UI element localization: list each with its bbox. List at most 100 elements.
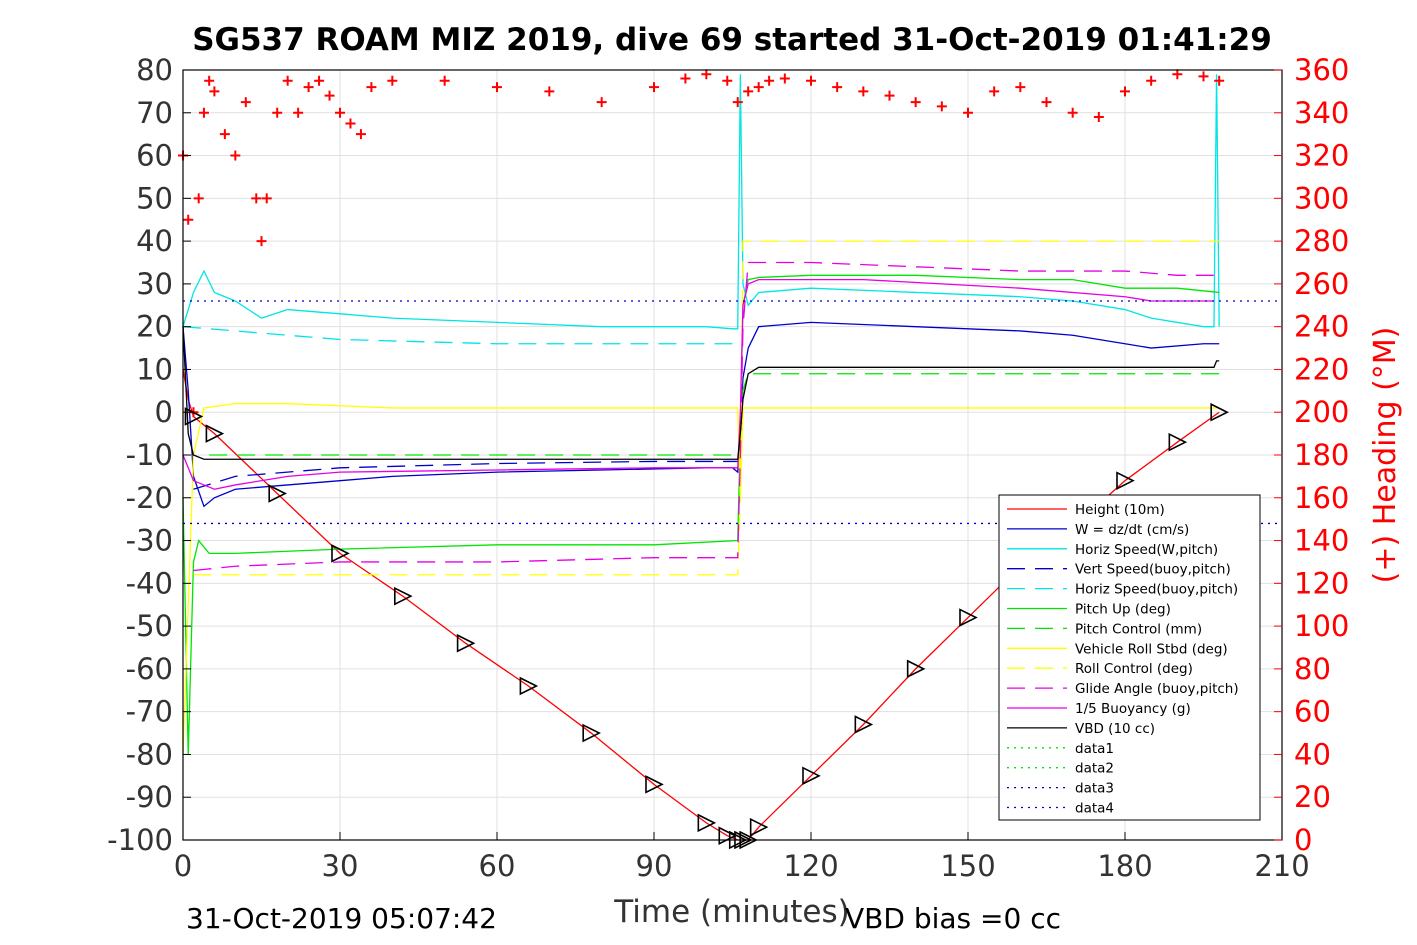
y2-ticks: 3603403203002802602402202001801601401201…	[1274, 53, 1349, 857]
y2-tick-label: 200	[1294, 395, 1349, 429]
height-marker	[1168, 432, 1188, 452]
heading-marker	[1120, 86, 1130, 97]
heading-marker	[366, 82, 377, 93]
legend-label: W = dz/dt (cm/s)	[1075, 522, 1189, 538]
series-vbd-10-cc	[182, 326, 1220, 460]
x-ticks: 0 30 60 90 120 150 180 210	[174, 832, 1310, 883]
x-tick-label: 150	[940, 849, 995, 883]
y-tick-label: 70	[136, 96, 173, 130]
heading-marker	[193, 193, 204, 204]
heading-marker	[198, 107, 209, 118]
heading-marker	[910, 97, 921, 108]
heading-marker	[209, 86, 220, 97]
y-tick-label: 80	[136, 53, 173, 87]
heading-marker	[335, 107, 345, 118]
y-tick-label: -90	[126, 780, 173, 814]
y-tick-label: 60	[136, 139, 173, 173]
series-w-dz-dt-cm-s	[182, 321, 1220, 508]
heading-marker	[753, 82, 764, 93]
height-marker	[582, 723, 601, 743]
heading-marker	[293, 107, 304, 118]
heading-marker	[680, 73, 691, 84]
height-marker	[519, 676, 539, 696]
y2-tick-label: 160	[1294, 481, 1349, 515]
heading-marker	[261, 193, 272, 204]
y2-tick-label: 120	[1294, 566, 1349, 600]
y-tick-label: 0	[155, 395, 173, 429]
height-marker	[802, 766, 821, 786]
legend-label: Roll Control (deg)	[1075, 661, 1193, 677]
x-tick-label: 210	[1254, 849, 1309, 883]
heading-marker	[858, 86, 869, 97]
heading-marker	[355, 129, 366, 140]
legend-label: Glide Angle (buoy,pitch)	[1075, 681, 1239, 697]
heading-marker	[779, 73, 790, 84]
heading-marker	[963, 107, 973, 118]
y-tick-label: 50	[136, 181, 173, 215]
heading-marker	[492, 82, 502, 93]
heading-marker	[282, 75, 293, 86]
height-marker	[268, 484, 287, 503]
y-tick-label: 20	[136, 310, 173, 344]
y-tick-label: -70	[126, 695, 173, 729]
y2-tick-label: 260	[1294, 267, 1349, 301]
x-tick-label: 180	[1097, 849, 1152, 883]
heading-marker	[1041, 97, 1052, 108]
series-pitch-control-mm	[209, 373, 1220, 456]
height-marker	[1210, 402, 1229, 422]
legend: Height (10m) W = dz/dt (cm/s) Horiz Speed(…	[998, 494, 1261, 821]
heading-marker	[732, 97, 743, 108]
y-tick-label: 40	[136, 224, 173, 258]
y-tick-label: -10	[126, 438, 173, 472]
y2-tick-label: 80	[1294, 652, 1331, 686]
height-marker	[749, 817, 769, 837]
legend-label: 1/5 Buoyancy (g)	[1075, 701, 1191, 717]
heading-marker	[722, 75, 733, 86]
y2-axis-label: (+) Heading (°M)	[1368, 327, 1403, 584]
y-tick-label: 10	[136, 352, 173, 386]
legend-label: Horiz Speed(buoy,pitch)	[1075, 582, 1238, 598]
height-marker	[1116, 471, 1135, 490]
legend-label: Pitch Control (mm)	[1075, 621, 1202, 637]
heading-marker	[1067, 107, 1078, 118]
y2-tick-label: 60	[1294, 695, 1331, 729]
y2-tick-label: 280	[1294, 224, 1349, 258]
chart-title: SG537 ROAM MIZ 2019, dive 69 started 31-…	[192, 22, 1272, 58]
series-vehicle-roll-stbd-deg	[182, 403, 1220, 755]
legend-label: data1	[1075, 741, 1114, 757]
height-marker	[394, 586, 413, 606]
heading-marker	[989, 86, 1000, 97]
height-marker	[854, 715, 874, 734]
heading-marker	[1093, 112, 1104, 123]
heading-marker	[345, 118, 356, 129]
x-tick-label: 120	[783, 849, 838, 883]
y-tick-label: -100	[107, 823, 173, 857]
y2-tick-label: 20	[1294, 780, 1331, 814]
legend-label: data4	[1075, 801, 1114, 817]
x-tick-label: 0	[174, 849, 192, 883]
y-tick-label: -50	[126, 609, 173, 643]
legend-label: Height (10m)	[1075, 502, 1165, 518]
heading-marker	[806, 75, 816, 86]
y2-tick-label: 300	[1294, 181, 1349, 215]
legend-label: data3	[1075, 781, 1114, 797]
heading-marker	[303, 82, 314, 93]
heading-marker	[272, 107, 283, 118]
series-roll-control-deg	[193, 240, 1220, 576]
heading-marker	[219, 129, 230, 140]
legend-label: data2	[1075, 761, 1114, 777]
heading-marker	[387, 75, 398, 86]
height-marker	[331, 544, 350, 563]
legend-label: Pitch Up (deg)	[1075, 602, 1171, 618]
heading-marker	[204, 75, 215, 86]
y2-tick-label: 100	[1294, 609, 1349, 643]
height-marker	[959, 608, 978, 627]
heading-marker	[314, 75, 325, 86]
heading-marker	[439, 75, 450, 86]
heading-marker	[240, 97, 251, 108]
y2-tick-label: 360	[1294, 53, 1349, 87]
heading-marker	[544, 86, 555, 97]
heading-marker	[1198, 71, 1209, 82]
footer-timestamp: 31-Oct-2019 05:07:42	[186, 902, 497, 935]
height-marker	[205, 424, 225, 443]
